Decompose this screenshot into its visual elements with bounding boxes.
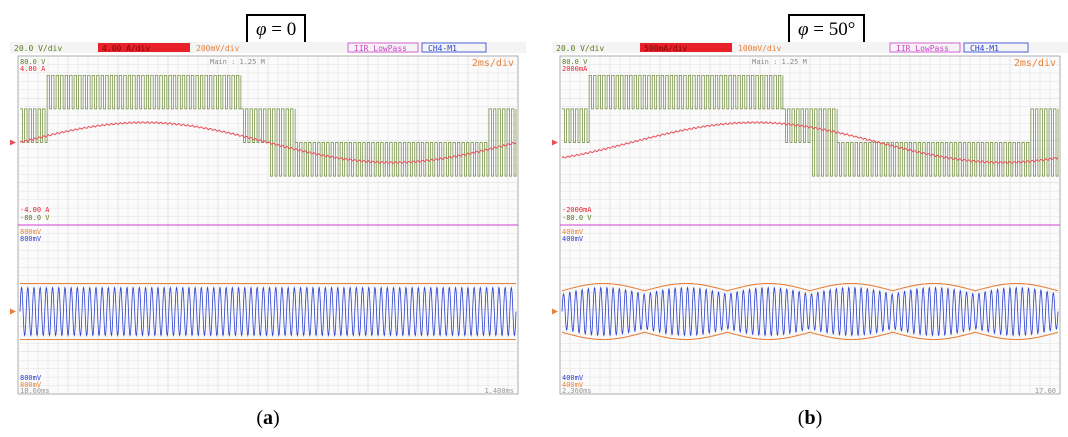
ch2-bottom-label: -4.00 A xyxy=(20,206,50,214)
ch2-scale: 4.00 A/div xyxy=(102,44,150,53)
status-bar-bg xyxy=(552,42,1068,53)
phi-symbol: φ xyxy=(256,19,267,40)
ch3-bottom-label: 800mV xyxy=(20,381,42,389)
ch1-scale: 20.0 V/div xyxy=(556,44,604,53)
math-box xyxy=(421,42,487,53)
ch1-bottom-label: -80.0 V xyxy=(562,214,592,222)
ch1-voltage-trace xyxy=(20,74,517,177)
math-label: CH4-M1 xyxy=(428,44,457,53)
oscilloscope-screen: 20.0 V/div 500mA/div 100mV/div IIR LowPass C… xyxy=(552,42,1068,395)
ch3-top-label: 400mV xyxy=(562,228,584,236)
math-box xyxy=(963,42,1029,53)
panel-a: φ = 0 20.0 V/div 4.00 A/div 200mV/div IIR L… xyxy=(10,0,526,437)
ch3-scale: 200mV/div xyxy=(196,44,240,53)
ch4-top-label: 400mV xyxy=(562,235,584,243)
ch1-bottom-label: -80.0 V xyxy=(20,214,50,222)
ch2-ground-marker xyxy=(552,139,558,146)
filter-box xyxy=(347,42,419,53)
phase-label: φ = 50° xyxy=(788,14,866,45)
ch3-bottom-label: 400mV xyxy=(562,381,584,389)
ch3-envelope-top xyxy=(561,282,1059,292)
ch3-ground-marker xyxy=(552,308,558,315)
filter-label: IIR LowPass xyxy=(896,44,949,53)
ch4-bottom-label: 800mV xyxy=(20,374,42,382)
filter-box xyxy=(889,42,961,53)
end-time: 17.60 xyxy=(1035,387,1056,395)
ch4-top-label: 800mV xyxy=(20,235,42,243)
ch3-scale: 100mV/div xyxy=(738,44,782,53)
panel-b: φ = 50° 20.0 V/div 500mA/div 100mV/div IIR … xyxy=(552,0,1068,437)
phi-value: = 50° xyxy=(813,19,856,40)
start-time: 18.60ms xyxy=(20,387,50,395)
ch2-current-trace xyxy=(561,121,1059,165)
time-per-div: 2ms/div xyxy=(472,58,514,69)
ch2-scale: 500mA/div xyxy=(644,44,688,53)
phi-symbol: φ xyxy=(798,19,809,40)
status-bar: 20.0 V/div 500mA/div 100mV/div IIR LowPass C… xyxy=(552,42,1068,53)
status-bar: 20.0 V/div 4.00 A/div 200mV/div IIR LowPass… xyxy=(10,42,526,53)
ch2-top-label: 2000mA xyxy=(562,65,588,73)
phase-label: φ = 0 xyxy=(246,14,307,45)
ch3-ground-marker xyxy=(10,308,16,315)
ch3-top-label: 800mV xyxy=(20,228,42,236)
math-label: CH4-M1 xyxy=(970,44,999,53)
panel-caption: (a) xyxy=(256,407,280,429)
grid xyxy=(17,55,519,395)
main-label: Main : 1.25 M xyxy=(752,58,807,66)
panel-caption: (b) xyxy=(797,407,823,429)
start-time: 2.360ms xyxy=(562,387,592,395)
end-time: 1.400ms xyxy=(484,387,514,395)
grid xyxy=(559,55,1061,395)
phi-value: = 0 xyxy=(271,19,297,40)
ch1-voltage-trace xyxy=(562,74,1059,177)
ch4-bottom-label: 400mV xyxy=(562,374,584,382)
ch2-bottom-label: -2000mA xyxy=(562,206,592,214)
ch4-carrier-trace xyxy=(19,286,517,337)
ch2-scale-highlight xyxy=(98,43,190,52)
ch2-ground-marker xyxy=(10,139,16,146)
oscilloscope-screen: 20.0 V/div 4.00 A/div 200mV/div IIR LowPass… xyxy=(10,42,526,395)
ch1-top-label: 80.0 V xyxy=(562,58,588,66)
ch2-scale-highlight xyxy=(640,43,732,52)
ch4-carrier-trace xyxy=(561,286,1059,337)
status-bar-bg xyxy=(10,42,526,53)
main-label: Main : 1.25 M xyxy=(210,58,265,66)
channel-labels: Main : 1.25 M 2ms/div 80.0 V4.00 A -4.00 A-… xyxy=(20,58,514,395)
ch2-current-trace xyxy=(19,120,517,165)
ch1-top-label: 80.0 V xyxy=(20,58,46,66)
ch2-top-label: 4.00 A xyxy=(20,65,46,73)
ch1-scale: 20.0 V/div xyxy=(14,44,62,53)
filter-label: IIR LowPass xyxy=(354,44,407,53)
time-per-div: 2ms/div xyxy=(1014,58,1056,69)
ch3-envelope-bottom xyxy=(561,331,1059,341)
